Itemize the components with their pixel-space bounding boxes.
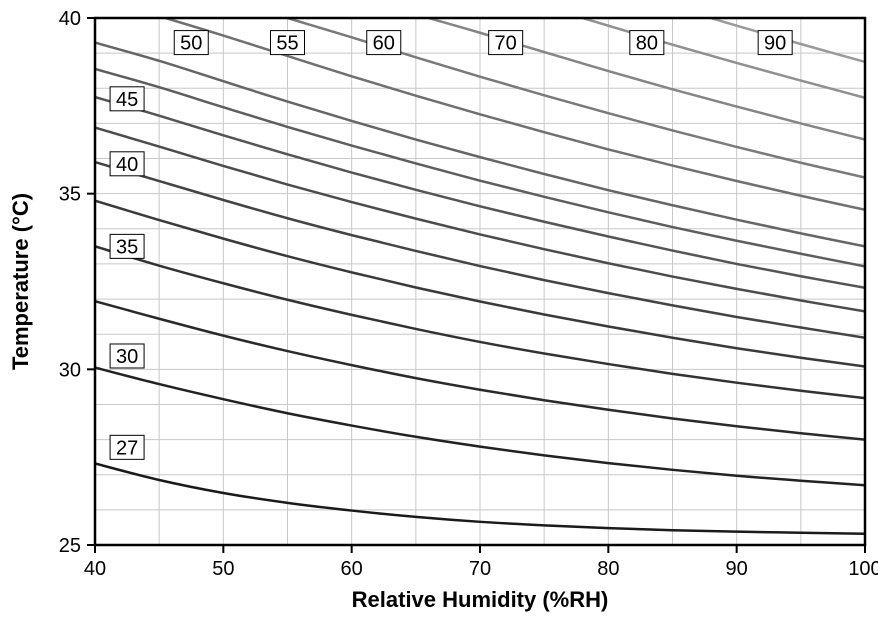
ytick-label: 35 xyxy=(59,184,81,206)
xtick-label: 80 xyxy=(597,558,619,580)
heat-index-chart: 40 50 60 70 80 90 100 25 30 35 40 Relative Humidity… xyxy=(0,0,878,634)
contour-label-60: 60 xyxy=(373,33,395,55)
chart-svg: 40 50 60 70 80 90 100 25 30 35 40 Relative Humidity… xyxy=(0,0,878,634)
contour-label-90: 90 xyxy=(764,33,786,55)
contour-label-35: 35 xyxy=(116,236,138,258)
ytick-label: 30 xyxy=(59,359,81,381)
contour-label-80: 80 xyxy=(636,33,658,55)
xtick-label: 60 xyxy=(341,558,363,580)
xtick-label: 50 xyxy=(212,558,234,580)
xtick-label: 100 xyxy=(848,558,878,580)
contour-label-40: 40 xyxy=(116,154,138,176)
ytick-label: 40 xyxy=(59,8,81,30)
x-axis-label: Relative Humidity (%RH) xyxy=(352,587,609,612)
contour-label-70: 70 xyxy=(495,33,517,55)
xtick-label: 70 xyxy=(469,558,491,580)
xtick-label: 90 xyxy=(726,558,748,580)
ytick-label: 25 xyxy=(59,535,81,557)
contour-label-27: 27 xyxy=(116,437,138,459)
contour-label-30: 30 xyxy=(116,346,138,368)
xtick-label: 40 xyxy=(84,558,106,580)
y-axis-label: Temperature (°C) xyxy=(8,193,33,370)
contour-label-45: 45 xyxy=(116,89,138,111)
contour-label-55: 55 xyxy=(276,33,298,55)
contour-label-50: 50 xyxy=(180,33,202,55)
